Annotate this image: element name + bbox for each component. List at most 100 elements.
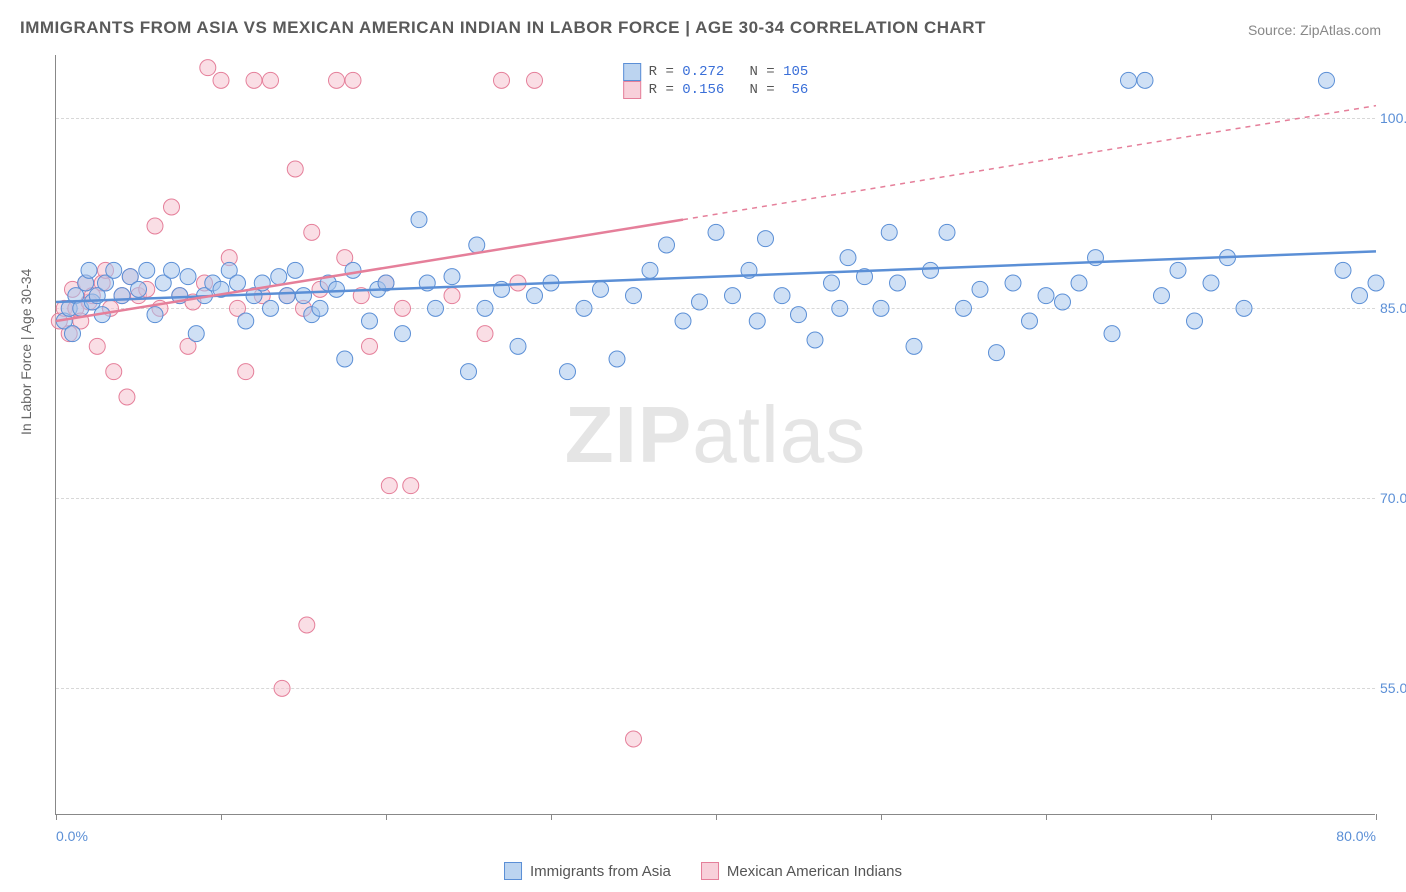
- data-point: [560, 364, 576, 380]
- data-point: [395, 326, 411, 342]
- data-point: [461, 364, 477, 380]
- data-point: [708, 224, 724, 240]
- data-point: [329, 72, 345, 88]
- data-point: [989, 345, 1005, 361]
- data-point: [411, 212, 427, 228]
- data-point: [296, 288, 312, 304]
- data-point: [749, 313, 765, 329]
- data-point: [1121, 72, 1137, 88]
- correlation-legend: R = 0.272 N = 105 R = 0.156 N = 56: [615, 59, 817, 103]
- data-point: [1236, 300, 1252, 316]
- legend-stats: R = 0.272 N = 105: [649, 64, 809, 80]
- source-link[interactable]: ZipAtlas.com: [1300, 22, 1381, 38]
- legend-item: Immigrants from Asia: [504, 862, 671, 880]
- data-point: [642, 262, 658, 278]
- data-point: [1022, 313, 1038, 329]
- data-point: [106, 364, 122, 380]
- x-tick: [1046, 814, 1047, 820]
- legend-stats: R = 0.156 N = 56: [649, 82, 809, 98]
- data-point: [106, 262, 122, 278]
- legend-swatch: [504, 862, 522, 880]
- x-tick: [56, 814, 57, 820]
- x-minor-tick: [221, 814, 222, 820]
- data-point: [200, 60, 216, 76]
- data-point: [832, 300, 848, 316]
- data-point: [1071, 275, 1087, 291]
- data-point: [188, 326, 204, 342]
- data-point: [246, 72, 262, 88]
- y-tick-label: 70.0%: [1380, 490, 1406, 506]
- x-minor-tick: [881, 814, 882, 820]
- data-point: [881, 224, 897, 240]
- legend-label: Mexican American Indians: [727, 863, 902, 880]
- data-point: [362, 313, 378, 329]
- legend-item: Mexican American Indians: [701, 862, 902, 880]
- data-point: [527, 72, 543, 88]
- data-point: [494, 72, 510, 88]
- data-point: [807, 332, 823, 348]
- y-tick-label: 85.0%: [1380, 300, 1406, 316]
- data-point: [1038, 288, 1054, 304]
- x-minor-tick: [1211, 814, 1212, 820]
- data-point: [725, 288, 741, 304]
- data-point: [271, 269, 287, 285]
- data-point: [906, 338, 922, 354]
- legend-row: R = 0.156 N = 56: [623, 81, 809, 99]
- data-point: [890, 275, 906, 291]
- scatter-chart: [56, 55, 1375, 814]
- data-point: [1187, 313, 1203, 329]
- data-point: [263, 300, 279, 316]
- data-point: [279, 288, 295, 304]
- source-attribution: Source: ZipAtlas.com: [1248, 22, 1381, 38]
- y-axis-label: In Labor Force | Age 30-34: [18, 269, 34, 435]
- data-point: [444, 269, 460, 285]
- data-point: [626, 731, 642, 747]
- data-point: [131, 281, 147, 297]
- data-point: [213, 72, 229, 88]
- data-point: [164, 199, 180, 215]
- data-point: [840, 250, 856, 266]
- data-point: [381, 478, 397, 494]
- legend-swatch: [701, 862, 719, 880]
- data-point: [89, 338, 105, 354]
- data-point: [923, 262, 939, 278]
- data-point: [230, 275, 246, 291]
- y-tick-label: 55.0%: [1380, 680, 1406, 696]
- data-point: [395, 300, 411, 316]
- data-point: [362, 338, 378, 354]
- x-tick: [716, 814, 717, 820]
- data-point: [510, 338, 526, 354]
- data-point: [147, 218, 163, 234]
- data-point: [345, 262, 361, 278]
- x-tick: [386, 814, 387, 820]
- data-point: [337, 351, 353, 367]
- legend-swatch: [623, 81, 641, 99]
- data-point: [147, 307, 163, 323]
- data-point: [1154, 288, 1170, 304]
- data-point: [1335, 262, 1351, 278]
- data-point: [444, 288, 460, 304]
- data-point: [576, 300, 592, 316]
- legend-swatch: [623, 63, 641, 81]
- data-point: [287, 161, 303, 177]
- data-point: [304, 224, 320, 240]
- data-point: [956, 300, 972, 316]
- data-point: [65, 326, 81, 342]
- data-point: [758, 231, 774, 247]
- data-point: [1368, 275, 1384, 291]
- data-point: [477, 300, 493, 316]
- data-point: [428, 300, 444, 316]
- data-point: [527, 288, 543, 304]
- data-point: [329, 281, 345, 297]
- legend-label: Immigrants from Asia: [530, 863, 671, 880]
- data-point: [692, 294, 708, 310]
- data-point: [873, 300, 889, 316]
- x-tick: [1376, 814, 1377, 820]
- data-point: [403, 478, 419, 494]
- data-point: [593, 281, 609, 297]
- data-point: [139, 262, 155, 278]
- data-point: [1137, 72, 1153, 88]
- data-point: [774, 288, 790, 304]
- data-point: [791, 307, 807, 323]
- data-point: [238, 364, 254, 380]
